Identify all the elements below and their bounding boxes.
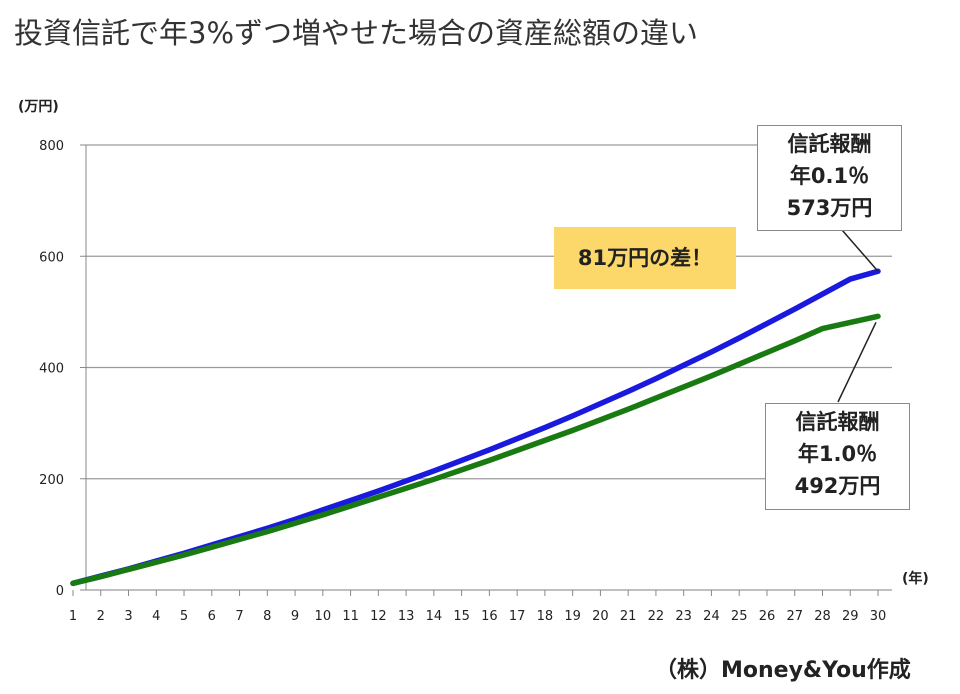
callout-lower-line-3: 492万円 (794, 474, 881, 498)
series-line-fee-1-0 (70, 313, 881, 587)
x-tick-label: 27 (786, 609, 803, 624)
x-tick-label: 7 (235, 609, 243, 624)
x-axis-unit-label: (年) (902, 571, 929, 587)
callout-upper-line-3: 573万円 (786, 196, 873, 220)
x-tick-label: 8 (263, 609, 271, 624)
y-tick-label: 200 (39, 473, 64, 488)
x-tick-label: 14 (426, 609, 443, 624)
difference-annotation: 81万円の差！ (554, 227, 736, 289)
page-title: 投資信託で年3%ずつ増やせた場合の資産総額の違い (14, 16, 699, 50)
callout-lower-line-1: 信託報酬 (795, 410, 880, 434)
x-tick-labels: 1 2 3 4 5 6 7 8 9 10 11 12 13 14 15 16 17 18 19 20 21 22 23 24 2… (69, 609, 886, 624)
callout-upper-line-1: 信託報酬 (787, 132, 872, 156)
y-tick-label: 400 (39, 362, 64, 377)
y-tick-labels: 0 200 400 600 800 (39, 139, 64, 599)
x-tick-label: 20 (592, 609, 609, 624)
callout-lower-series: 信託報酬 年1.0％ 492万円 (765, 403, 910, 510)
x-tick-label: 23 (675, 609, 692, 624)
x-tick-label: 9 (291, 609, 299, 624)
x-tick-label: 1 (69, 609, 77, 624)
x-tick-label: 28 (814, 609, 831, 624)
series-lines (70, 268, 881, 587)
x-tick-label: 29 (842, 609, 859, 624)
x-tick-label: 25 (731, 609, 748, 624)
x-tick-label: 26 (759, 609, 776, 624)
y-tick-label: 0 (56, 584, 64, 599)
credit-text: （株）Money&You作成 (655, 658, 911, 683)
x-tick-label: 11 (342, 609, 359, 624)
callout-upper-series: 信託報酬 年0.1％ 573万円 (757, 125, 902, 231)
x-tick-label: 19 (564, 609, 581, 624)
x-tick-label: 16 (481, 609, 498, 624)
x-tick-label: 15 (453, 609, 470, 624)
series-line-fee-0-1 (70, 268, 881, 587)
leader-line-lower (837, 322, 877, 403)
x-tick-label: 18 (537, 609, 554, 624)
x-tick-label: 3 (124, 609, 132, 624)
y-tick-label: 800 (39, 139, 64, 154)
x-tick-label: 17 (509, 609, 526, 624)
callout-upper-line-2: 年0.1％ (789, 164, 870, 188)
callout-lower-line-2: 年1.0％ (797, 442, 878, 466)
x-tick-label: 6 (208, 609, 216, 624)
x-tick-label: 21 (620, 609, 637, 624)
axes (72, 144, 879, 596)
x-tick-label: 22 (648, 609, 665, 624)
x-tick-label: 12 (370, 609, 387, 624)
callout-leader-lines (837, 229, 879, 403)
x-tick-label: 30 (870, 609, 887, 624)
x-tick-label: 10 (315, 609, 332, 624)
x-tick-label: 5 (180, 609, 188, 624)
y-axis-unit-label: (万円) (18, 99, 59, 115)
x-tick-label: 2 (97, 609, 105, 624)
x-tick-label: 4 (152, 609, 160, 624)
x-tick-label: 13 (398, 609, 415, 624)
leader-line-upper (841, 229, 879, 272)
y-tick-label: 600 (39, 250, 64, 265)
x-tick-label: 24 (703, 609, 720, 624)
